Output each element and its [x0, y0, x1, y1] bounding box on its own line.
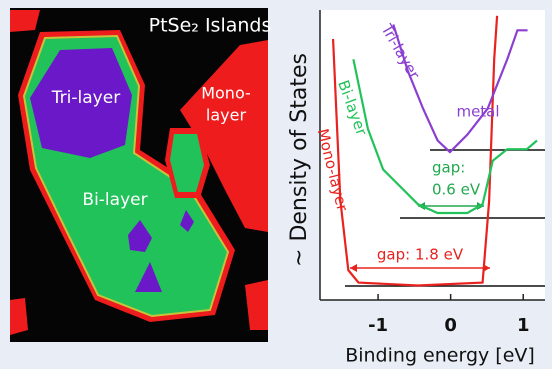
arrow-head — [418, 202, 484, 210]
map-title: PtSe₂ Islands — [149, 15, 272, 37]
annotation: gap: 1.8 eV — [377, 246, 464, 264]
dos-curve — [331, 15, 499, 287]
annotation: gap: — [432, 159, 465, 177]
mono-region — [180, 40, 268, 232]
x-tick-label: 1 — [517, 315, 530, 336]
tri-region — [128, 220, 152, 252]
bi-region — [170, 134, 204, 192]
island-map: PtSe₂ Islands Tri-layer Mono- layer Bi-l… — [10, 8, 271, 342]
dos-plot: ~ Density of States Binding energy [eV] … — [287, 10, 545, 367]
mono-region — [245, 280, 268, 330]
x-tick-label: 0 — [444, 315, 457, 336]
tri-region — [180, 210, 194, 232]
x-tick-label: -1 — [368, 315, 388, 336]
annotation: metal — [456, 103, 499, 121]
mono-label: layer — [206, 106, 247, 125]
tri-region — [135, 262, 162, 292]
tri-label: Tri-layer — [51, 88, 120, 108]
y-axis-label: ~ Density of States — [287, 53, 312, 267]
mono-region — [10, 298, 28, 335]
mono-label: Mono- — [201, 84, 251, 103]
tri-region — [30, 48, 132, 158]
mono-region — [10, 10, 40, 32]
dos-curve — [392, 24, 528, 154]
bi-label: Bi-layer — [82, 190, 147, 210]
x-axis-label: Binding energy [eV] — [345, 345, 535, 367]
dos-curve — [352, 59, 538, 215]
annotation: 0.6 eV — [432, 181, 481, 199]
